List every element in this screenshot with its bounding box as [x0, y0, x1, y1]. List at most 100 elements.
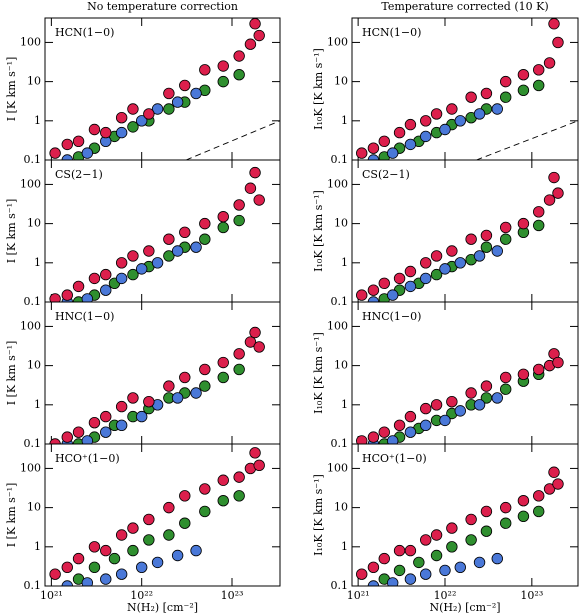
data-point [88, 123, 101, 136]
data-point [543, 483, 556, 495]
data-point [517, 217, 530, 230]
data-point [480, 229, 493, 242]
data-point [552, 478, 564, 490]
data-point [378, 438, 390, 444]
data-point [253, 29, 265, 42]
data-point [217, 356, 229, 369]
data-point [199, 505, 211, 518]
y-tick-label: 10 [334, 75, 348, 88]
plot-frame [44, 301, 281, 445]
data-point [533, 219, 545, 232]
x-tick-label: 10²² [434, 589, 457, 602]
data-point [548, 18, 560, 30]
data-point [367, 284, 380, 296]
data-point [499, 75, 512, 88]
data-point [190, 241, 202, 253]
panel-label: CS(2−1) [362, 168, 410, 181]
data-point [61, 138, 73, 151]
data-point [454, 561, 466, 574]
data-point [72, 296, 85, 302]
data-point [127, 250, 139, 262]
data-point [190, 544, 202, 557]
y-tick-label: 10 [27, 217, 41, 230]
y-tick-label: 10 [334, 217, 348, 230]
data-point [135, 115, 148, 127]
x-axis-label: N(H₂) [cm⁻²] [429, 601, 500, 614]
data-point [217, 474, 229, 486]
y-tick-label: 100 [20, 35, 41, 48]
panel-label: HCN(1−0) [362, 26, 421, 39]
data-point [420, 115, 432, 127]
panel-label: HCO⁺(1−0) [362, 452, 427, 465]
data-point [430, 268, 443, 281]
data-point [199, 380, 211, 392]
data-point [127, 522, 139, 534]
data-point [171, 245, 184, 257]
data-point [61, 580, 73, 586]
y-tick-label: 1 [34, 114, 41, 127]
reference-line [185, 120, 280, 160]
data-point [233, 50, 245, 62]
y-tick-label: 1 [34, 256, 41, 269]
data-point [499, 233, 512, 245]
y-tick-label: 1 [341, 398, 348, 411]
data-point [552, 356, 564, 369]
data-point [217, 60, 229, 72]
data-point [100, 126, 112, 139]
data-point [49, 438, 61, 444]
y-tick-label: 0.1 [331, 437, 349, 450]
data-point [446, 522, 458, 534]
data-point [115, 529, 128, 541]
data-point [393, 126, 406, 139]
data-point [151, 103, 164, 115]
data-point [491, 103, 503, 115]
data-point [127, 121, 139, 133]
data-point [253, 459, 265, 472]
data-point [430, 549, 443, 562]
data-point [491, 245, 503, 257]
data-point [473, 556, 486, 569]
y-tick-label: 100 [327, 319, 348, 332]
column-title: Temperature corrected (10 K) [381, 0, 548, 13]
data-point [72, 426, 85, 438]
data-point [88, 416, 101, 429]
data-point [179, 226, 191, 239]
data-point [143, 513, 155, 526]
data-point [446, 541, 458, 553]
y-tick-label: 10 [334, 501, 348, 514]
data-point [473, 250, 486, 262]
panel-label: HNC(1−0) [55, 310, 114, 323]
data-point [199, 233, 211, 245]
panel-label: HCN(1−0) [55, 26, 114, 39]
data-point [171, 392, 184, 404]
data-point [217, 75, 229, 88]
data-point [378, 552, 390, 565]
data-point [404, 280, 417, 293]
data-point [465, 233, 477, 245]
data-point [499, 371, 512, 384]
data-point [430, 529, 443, 541]
data-point [386, 435, 399, 444]
data-point [100, 426, 112, 438]
reference-line [476, 120, 578, 160]
data-point [81, 147, 94, 159]
data-point [249, 166, 261, 179]
y-tick-label: 100 [327, 35, 348, 48]
y-tick-label: 1 [34, 398, 41, 411]
data-point [480, 505, 493, 518]
data-point [217, 371, 229, 384]
data-point [143, 396, 155, 408]
data-point [420, 534, 432, 546]
y-axis-label: I [K km s⁻¹] [5, 199, 18, 264]
data-point [480, 380, 493, 392]
data-point [491, 392, 503, 404]
data-point [61, 561, 73, 574]
data-point [49, 147, 61, 159]
data-point [404, 544, 417, 557]
data-point [367, 561, 380, 574]
data-point [480, 525, 493, 537]
data-point [465, 513, 477, 526]
y-axis-label: I₁₀K [K km s⁻¹] [312, 48, 325, 130]
data-point [108, 552, 121, 565]
data-point [465, 534, 477, 546]
